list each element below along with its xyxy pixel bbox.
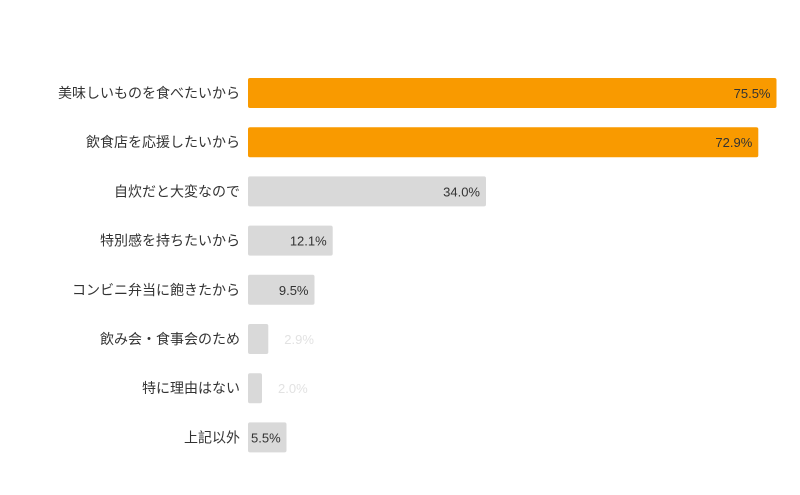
- value-label: 9.5%: [279, 283, 309, 298]
- value-label: 5.5%: [251, 430, 281, 445]
- value-label: 72.9%: [715, 135, 752, 150]
- category-label: 美味しいものを食べたいから: [58, 85, 240, 102]
- bar: [248, 225, 333, 256]
- category-label: 特別感を持ちたいから: [100, 233, 240, 250]
- bars: [248, 78, 777, 453]
- value-label: 2.9%: [284, 332, 314, 347]
- category-label: 特に理由はない: [142, 381, 240, 397]
- category-label: 自炊だと大変なので: [114, 183, 240, 200]
- bar: [248, 373, 262, 404]
- category-labels: 美味しいものを食べたいから飲食店を応援したいから自炊だと大変なので特別感を持ちた…: [58, 85, 240, 446]
- bar: [248, 274, 315, 305]
- category-label: 飲食店を応援したいから: [86, 134, 240, 151]
- category-label: 上記以外: [184, 429, 240, 446]
- value-label: 2.0%: [278, 381, 308, 396]
- category-label: コンビニ弁当に飽きたから: [72, 282, 240, 299]
- value-label: 75.5%: [734, 86, 771, 101]
- value-label: 34.0%: [443, 184, 480, 199]
- bar: [248, 176, 486, 207]
- value-label: 12.1%: [290, 234, 327, 249]
- bar: [248, 78, 777, 108]
- bar: [248, 127, 759, 158]
- bar: [248, 324, 269, 354]
- value-labels: 75.5% 72.9% 34.0% 12.1% 9.5% 2.9% 2.0% 5.5%: [251, 86, 771, 445]
- bar: [248, 422, 287, 453]
- category-label: 飲み会・食事会のため: [100, 331, 240, 348]
